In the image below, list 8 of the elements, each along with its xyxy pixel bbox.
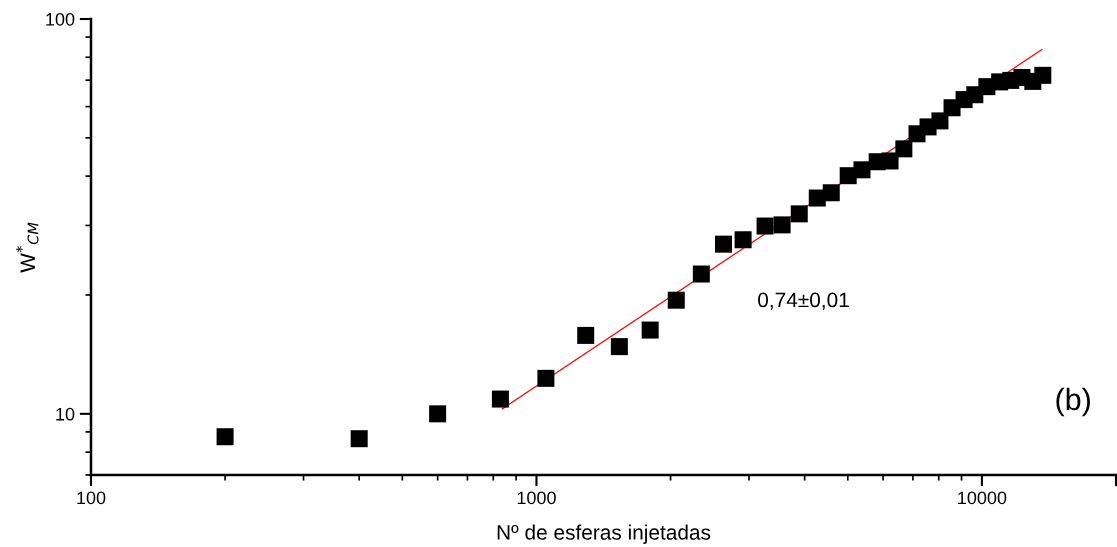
x-tick-label: 100 (77, 491, 106, 505)
x-axis-title: Nº de esferas injetadas (497, 524, 711, 544)
annotation: (b) (1056, 387, 1090, 417)
y-axis-title: W$^{*}$$_{CM}$ (16, 222, 39, 273)
x-tick-label: 1000 (517, 491, 556, 505)
y-tick-label: 10 (56, 407, 75, 421)
annotation: 0,74±0,01 (758, 292, 849, 310)
x-tick-label: 10000 (958, 491, 1007, 505)
